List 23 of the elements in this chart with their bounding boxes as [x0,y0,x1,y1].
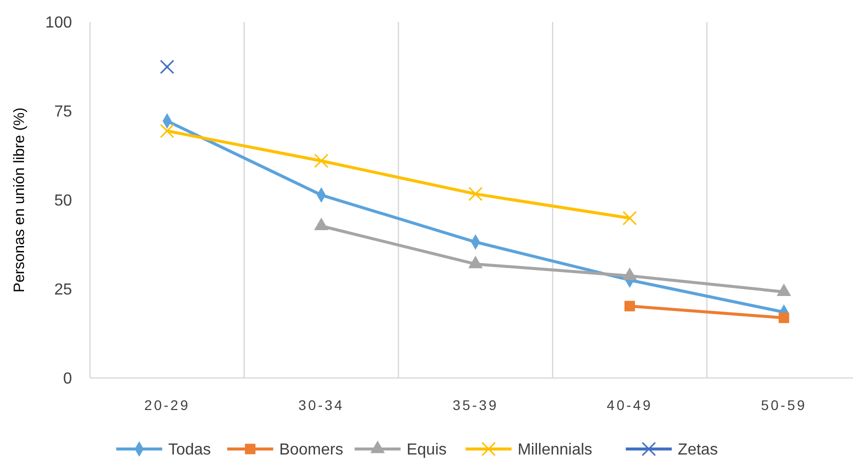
y-tick-label: 0 [63,370,72,388]
x-tick-label: 35-39 [452,397,498,413]
point [468,186,483,202]
y-tick-label: 75 [54,104,72,121]
y-axis-title: Personas en unión libre (%) [11,107,28,293]
y-tick-label: 25 [54,282,72,299]
x-tick-label: 40-49 [606,397,653,413]
legend-label: Equis [406,442,447,459]
legend-label: Millennials [518,442,592,459]
legend-label: Boomers [279,442,344,459]
x-tick-label: 50-59 [760,397,807,413]
point [622,210,637,226]
y-tick-label: 50 [54,192,72,210]
y-tick-label: 100 [45,14,72,32]
point [160,124,174,138]
point [778,312,790,324]
x-tick-label: 30-34 [298,397,344,413]
legend-label: Todas [168,442,211,459]
point [624,300,635,312]
point [314,154,328,168]
legend-label: Zetas [678,442,718,459]
point [160,60,174,74]
x-tick-label: 20-29 [144,397,190,413]
